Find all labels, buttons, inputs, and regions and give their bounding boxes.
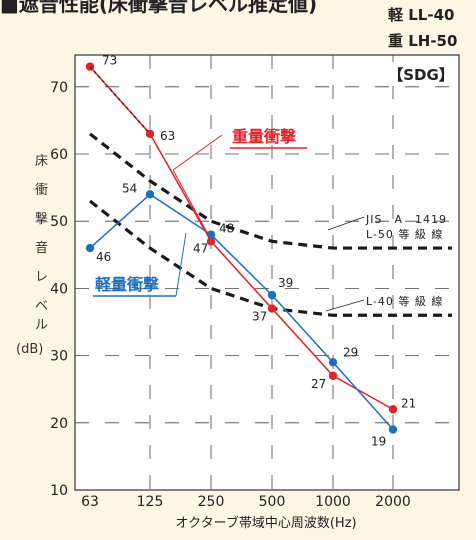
data-point <box>267 290 277 300</box>
x-tick-label: 1000 <box>315 494 351 510</box>
jis-l50-leader <box>327 216 365 231</box>
jis-l50-label-line1: JIS A 1419 <box>365 213 447 226</box>
data-labels: 73 63 47 37 27 21 46 54 48 39 29 19 <box>96 54 416 449</box>
sdg-badge: 【SDG】 <box>388 66 454 84</box>
y-tick-labels: 10 20 30 40 50 60 70 <box>50 80 68 499</box>
light-impact-label: 軽量衝撃 <box>95 275 159 294</box>
data-point <box>388 405 398 414</box>
data-point <box>267 304 277 313</box>
ylabel-char: 撃 <box>35 212 49 227</box>
data-point <box>388 425 398 434</box>
reference-curves <box>89 132 452 317</box>
data-label: 73 <box>102 54 117 68</box>
y-tick-label: 40 <box>50 281 68 297</box>
data-point <box>206 237 216 246</box>
heavy-callout-leader-1 <box>172 134 223 171</box>
ylabel-char: ベ <box>35 299 49 314</box>
data-label: 54 <box>122 181 137 195</box>
l40-label: L-40 等 級 線 <box>366 294 443 308</box>
data-label: 63 <box>160 129 175 143</box>
y-tick-label: 20 <box>50 416 68 432</box>
plot-area <box>74 54 460 491</box>
x-tick-label: 63 <box>81 494 99 510</box>
heavy-callout-leader-2 <box>172 169 212 241</box>
ylabel-char: (dB) <box>16 342 44 357</box>
y-tick-label: 60 <box>50 147 68 163</box>
light-impact-rating: 軽 LL-40 <box>388 6 455 24</box>
x-tick-labels: 63 125 250 500 1000 2000 <box>81 494 411 510</box>
data-point <box>328 358 338 367</box>
ylabel-char: ル <box>35 318 49 333</box>
data-label: 19 <box>371 435 386 449</box>
heavy-impact-rating: 重 LH-50 <box>388 32 458 50</box>
x-tick-label: 125 <box>137 494 164 510</box>
ylabel-char: 床 <box>35 154 49 169</box>
data-series <box>85 62 398 434</box>
jis-l50-label-line2: L-50 等 級 線 <box>366 227 443 241</box>
data-point <box>85 243 95 253</box>
data-point <box>145 190 155 199</box>
page-title: ■遮音性能(床衝撃音レベル推定値) <box>0 0 318 16</box>
ylabel-char: 音 <box>35 241 49 256</box>
grid-lines <box>75 55 459 490</box>
badge-bg <box>390 62 452 86</box>
ylabel-char: 衝 <box>35 183 49 198</box>
data-label: 37 <box>252 310 267 324</box>
x-axis-label: オクターブ帯域中心周波数(Hz) <box>175 515 356 531</box>
reference-curve <box>89 199 452 317</box>
data-label: 29 <box>343 345 358 359</box>
data-label: 39 <box>278 276 293 290</box>
light-callout-leader <box>175 232 187 297</box>
data-label: 48 <box>219 222 234 236</box>
x-tick-label: 500 <box>259 494 286 510</box>
y-tick-label: 30 <box>50 349 68 365</box>
ylabel-char: レ <box>35 270 49 285</box>
series-line <box>89 66 394 411</box>
x-tick-label: 250 <box>198 494 225 510</box>
y-tick-label: 10 <box>50 483 68 499</box>
heavy-impact-label: 重量衝撃 <box>232 127 296 146</box>
series-line <box>89 193 394 431</box>
data-label: 27 <box>311 377 326 391</box>
l40-leader <box>325 299 365 312</box>
reference-curve <box>89 132 452 250</box>
data-point <box>328 371 338 380</box>
data-label: 46 <box>96 250 111 264</box>
x-tick-label: 2000 <box>375 494 411 510</box>
y-tick-label: 70 <box>50 80 68 96</box>
data-label: 47 <box>193 241 208 255</box>
data-label: 21 <box>401 396 416 410</box>
y-tick-label: 50 <box>50 214 68 230</box>
